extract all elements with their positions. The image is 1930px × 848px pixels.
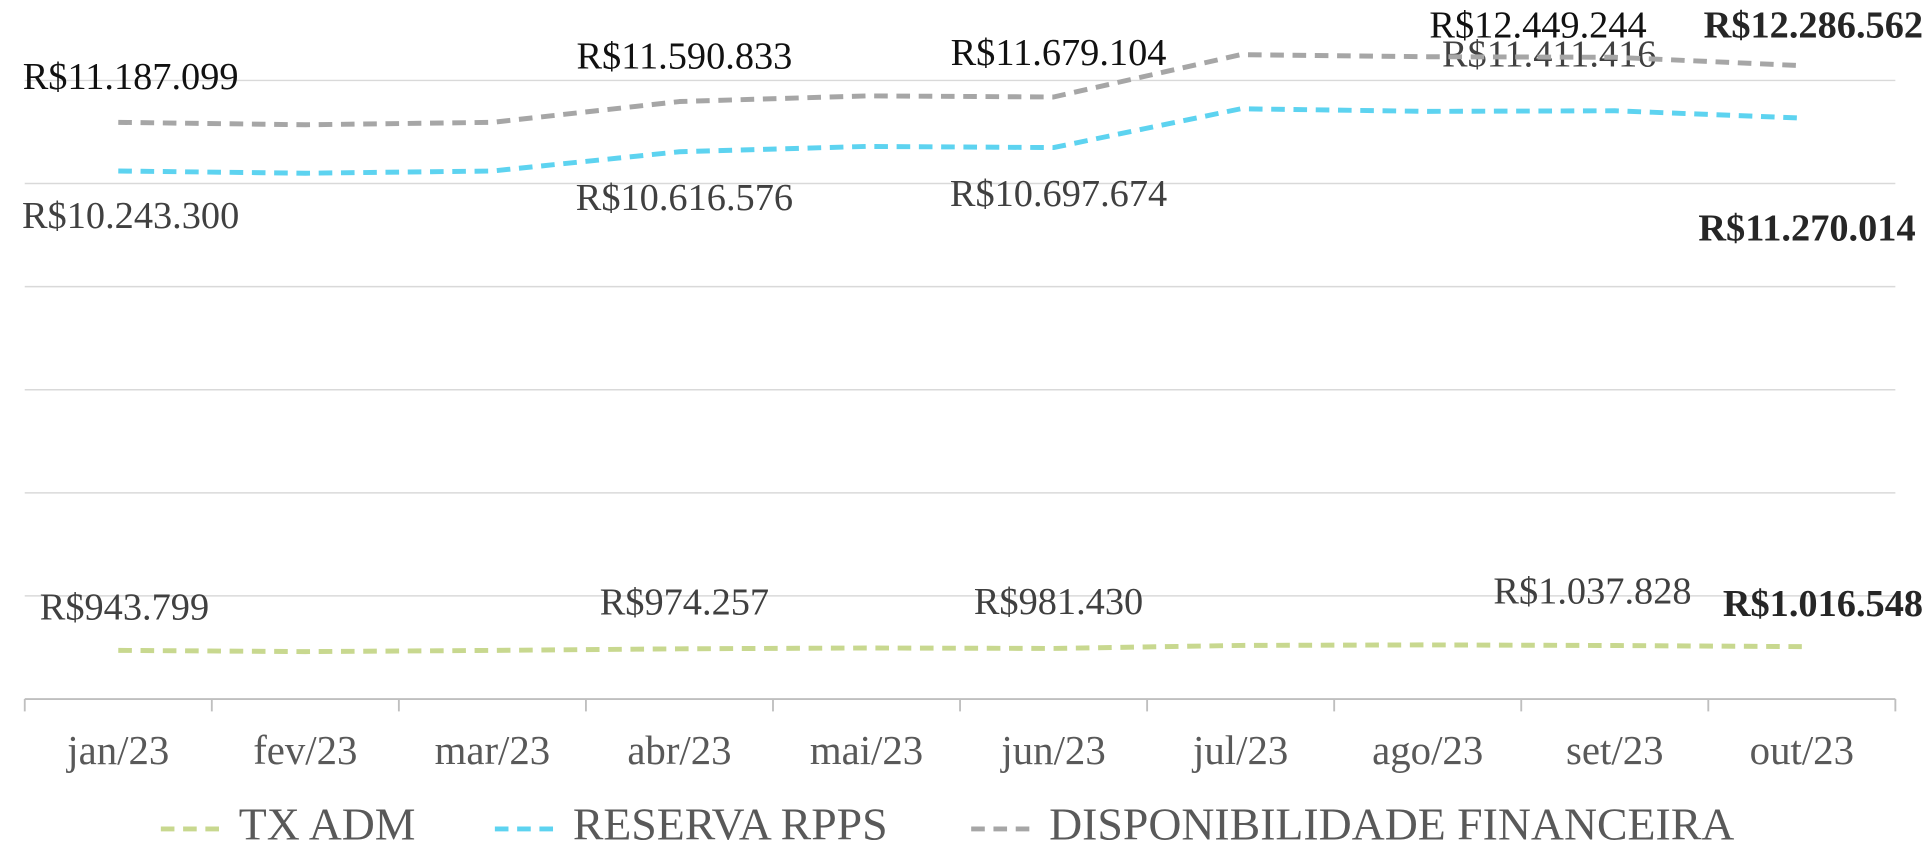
data-label: R$11.270.014: [1698, 208, 1915, 250]
x-tick-label: mar/23: [435, 728, 551, 773]
series-line: [118, 52, 1802, 128]
data-label: R$974.257: [600, 581, 769, 623]
data-label: R$943.799: [40, 587, 209, 629]
data-label: R$981.430: [974, 581, 1143, 623]
data-label: R$11.411.416: [1442, 33, 1656, 75]
x-tick-label: jan/23: [65, 728, 169, 773]
data-label: R$1.037.828: [1493, 571, 1691, 613]
x-tick-label: set/23: [1566, 728, 1663, 773]
data-label: R$12.286.562: [1704, 4, 1923, 46]
x-tick-label: out/23: [1750, 728, 1854, 773]
legend-label: RESERVA RPPS: [573, 798, 888, 848]
x-tick-label: ago/23: [1372, 728, 1483, 773]
data-label: R$1.016.548: [1723, 583, 1923, 625]
x-tick-label: abr/23: [627, 728, 731, 773]
x-tick-label: jul/23: [1191, 728, 1288, 773]
data-label: R$12.449.244: [1429, 5, 1646, 47]
data-label: R$11.590.833: [576, 35, 792, 77]
x-tick-label: fev/23: [253, 728, 357, 773]
data-label: R$10.616.576: [576, 177, 793, 219]
x-tick-label: mai/23: [810, 728, 923, 773]
series-line: [118, 106, 1802, 176]
series-line: [118, 642, 1802, 655]
data-label: R$10.243.300: [22, 195, 239, 237]
legend-label: TX ADM: [239, 798, 416, 848]
data-label: R$10.697.674: [950, 173, 1167, 215]
data-label: R$11.187.099: [23, 56, 239, 98]
legend-label: DISPONIBILIDADE FINANCEIRA: [1049, 798, 1734, 848]
x-tick-label: jun/23: [999, 728, 1105, 773]
data-label: R$11.679.104: [951, 32, 1167, 74]
